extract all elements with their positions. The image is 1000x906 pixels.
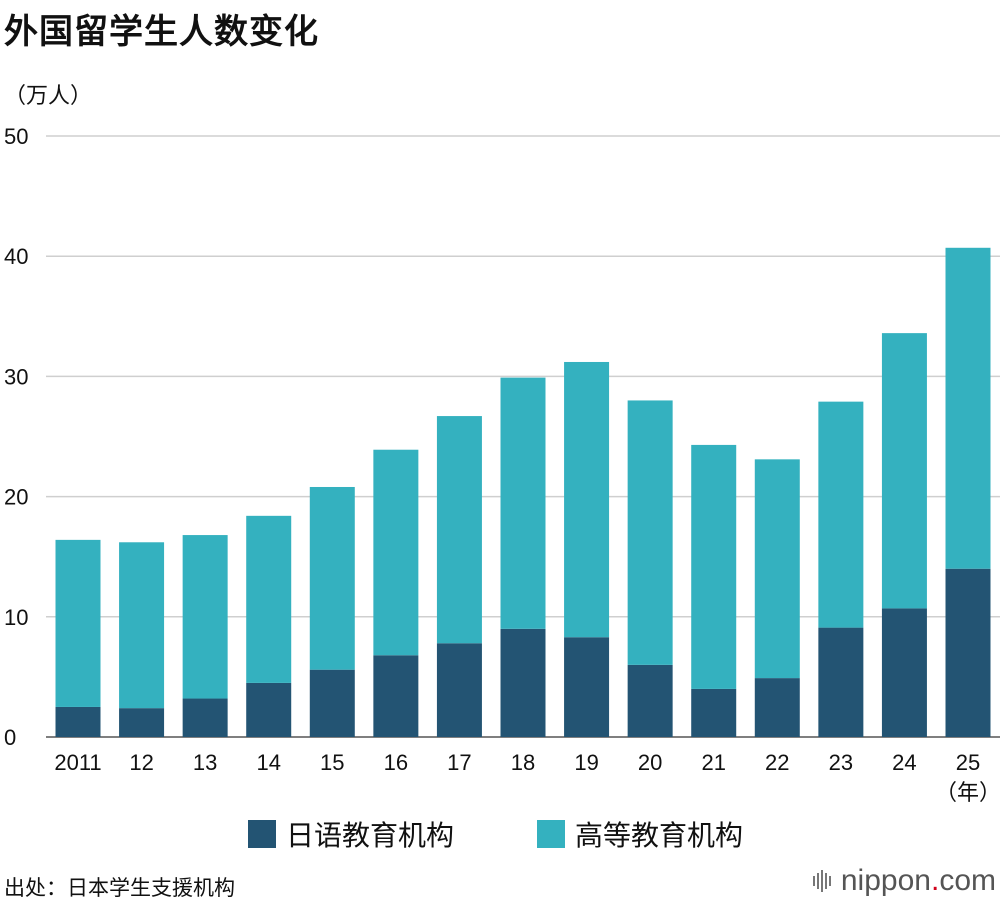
bar-segment-higher-education	[881, 333, 927, 609]
bar-segment-higher-education	[182, 535, 228, 699]
logo-dot: .	[930, 864, 940, 897]
x-tick-label: 23	[829, 750, 853, 775]
x-tick-label: 13	[193, 750, 217, 775]
x-tick-label: 25	[956, 750, 980, 775]
bar-segment-higher-education	[119, 542, 165, 709]
x-tick-label: 24	[892, 750, 916, 775]
x-axis-unit-label: （年）	[935, 781, 1000, 806]
bar-segment-language-schools	[881, 608, 927, 737]
bar-segment-higher-education	[564, 361, 610, 638]
x-tick-label: 21	[701, 750, 725, 775]
y-tick-label: 10	[4, 605, 28, 630]
y-axis-unit-label: （万人）	[4, 84, 93, 109]
x-tick-label: 22	[765, 750, 789, 775]
x-tick-label: 16	[384, 750, 408, 775]
bar-segment-language-schools	[246, 682, 292, 737]
bar-segment-language-schools	[818, 627, 864, 737]
legend-label-language-schools: 日语教育机构	[286, 819, 455, 852]
bar-segment-higher-education	[309, 486, 355, 670]
bars	[55, 247, 991, 737]
bar-segment-higher-education	[436, 416, 482, 644]
bar-segment-higher-education	[246, 515, 292, 683]
bar-segment-language-schools	[55, 706, 101, 737]
logo-text-tail: com	[939, 864, 996, 897]
bar-segment-language-schools	[691, 688, 737, 737]
bar-segment-language-schools	[945, 568, 991, 737]
legend-swatch-language-schools	[248, 820, 276, 848]
x-tick-label: 19	[574, 750, 598, 775]
legend-item-higher-education: 高等教育机构	[537, 814, 743, 854]
y-tick-label: 50	[4, 124, 28, 149]
x-tick-label: 17	[447, 750, 471, 775]
legend-label-higher-education: 高等教育机构	[575, 819, 744, 852]
bar-segment-language-schools	[119, 708, 165, 737]
logo-bars-icon	[812, 870, 833, 892]
bar-segment-higher-education	[754, 459, 800, 679]
x-tick-label: 12	[129, 750, 153, 775]
x-tick-label: 2011	[54, 750, 101, 775]
x-tick-label: 15	[320, 750, 344, 775]
logo-text-main: nippon	[840, 864, 931, 897]
bar-segment-language-schools	[182, 698, 228, 737]
bar-segment-higher-education	[691, 444, 737, 689]
bar-segment-language-schools	[564, 637, 610, 737]
bar-segment-language-schools	[309, 669, 355, 737]
x-tick-label: 18	[511, 750, 535, 775]
bar-segment-language-schools	[754, 678, 800, 737]
stacked-bar-chart: 0 10 20 30 40 50 2011 12 13 14 15 16 17 18 19 20 21 22 23…	[4, 124, 1000, 806]
bar-segment-higher-education	[55, 539, 101, 707]
y-tick-label: 0	[4, 725, 16, 750]
bar-segment-higher-education	[627, 400, 673, 665]
bar-segment-higher-education	[945, 247, 991, 569]
nippon-com-logo: nippon. com	[812, 864, 996, 898]
y-tick-label: 20	[4, 485, 28, 510]
legend-swatch-higher-education	[537, 820, 565, 848]
chart-title: 外国留学生人数变化	[4, 12, 319, 52]
y-tick-label: 40	[4, 244, 28, 269]
bar-segment-higher-education	[818, 401, 864, 628]
x-axis-ticks: 2011 12 13 14 15 16 17 18 19 20 21 22 23 24 25 （年）	[54, 750, 1000, 806]
bar-segment-higher-education	[373, 449, 419, 656]
bar-segment-language-schools	[500, 628, 546, 737]
x-tick-label: 14	[256, 750, 280, 775]
legend-item-language-schools: 日语教育机构	[248, 814, 454, 854]
bar-segment-language-schools	[436, 643, 482, 737]
bar-segment-higher-education	[500, 377, 546, 629]
bar-segment-language-schools	[627, 664, 673, 737]
y-tick-label: 30	[4, 364, 28, 389]
source-note: 出处：日本学生支援机构	[4, 876, 235, 900]
y-axis-ticks: 0 10 20 30 40 50	[4, 124, 28, 750]
x-tick-label: 20	[638, 750, 662, 775]
bar-segment-language-schools	[373, 655, 419, 737]
